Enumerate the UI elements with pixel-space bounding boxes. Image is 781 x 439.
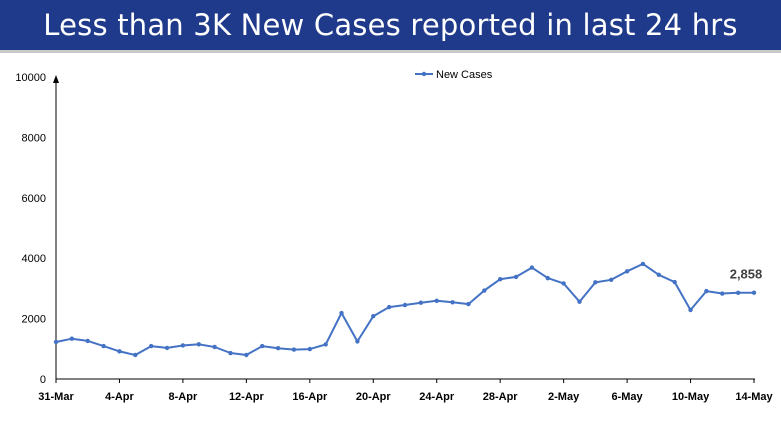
data-point xyxy=(180,343,186,348)
data-point xyxy=(117,349,122,354)
data-point xyxy=(244,352,249,358)
x-tick-label: 16-Apr xyxy=(292,391,328,403)
data-point xyxy=(688,307,693,313)
line-chart: 0 2000 4000 6000 8000 10000 31-Mar 4-Apr 8-Apr 1… xyxy=(15,69,774,403)
legend: New Cases xyxy=(415,69,493,81)
x-tick-label: 2-May xyxy=(548,391,580,403)
data-point xyxy=(450,300,455,305)
data-point xyxy=(735,290,741,295)
data-point xyxy=(371,313,376,319)
data-point xyxy=(640,261,646,267)
data-point xyxy=(323,342,328,347)
series-new-cases xyxy=(53,261,757,358)
data-point xyxy=(624,269,630,274)
data-point xyxy=(133,352,138,358)
y-tick-label: 10000 xyxy=(15,72,46,84)
y-tick-label: 2000 xyxy=(22,314,46,326)
y-axis-arrow xyxy=(53,75,59,83)
x-tick-label: 4-Apr xyxy=(105,391,134,403)
data-point xyxy=(307,346,313,352)
data-point xyxy=(164,345,170,351)
x-tick-label: 31-Mar xyxy=(38,391,74,403)
data-point xyxy=(355,339,360,344)
data-point xyxy=(482,288,487,293)
data-point xyxy=(85,338,90,344)
data-point xyxy=(466,301,471,307)
y-axis: 0 2000 4000 6000 8000 10000 xyxy=(15,72,59,386)
data-point xyxy=(751,290,757,295)
x-axis: 31-Mar 4-Apr 8-Apr 12-Apr 16-Apr 20-Apr 24-Apr… xyxy=(38,378,774,403)
data-point xyxy=(291,347,297,352)
y-tick-label: 4000 xyxy=(22,253,46,265)
annotations: 2,858 xyxy=(730,267,763,282)
data-point xyxy=(53,339,59,345)
data-point xyxy=(418,300,424,305)
data-point xyxy=(386,304,392,310)
data-point xyxy=(672,279,677,285)
data-point xyxy=(275,345,281,351)
data-point xyxy=(434,298,439,303)
series-line xyxy=(55,262,755,356)
x-tick-label: 8-Apr xyxy=(169,391,198,403)
data-point xyxy=(529,265,535,270)
x-tick-label: 6-May xyxy=(611,391,643,403)
data-point xyxy=(593,280,598,285)
data-point xyxy=(609,277,614,282)
legend-swatch-marker xyxy=(421,71,427,77)
data-point xyxy=(720,291,725,296)
title-banner: Less than 3K New Cases reported in last … xyxy=(0,0,781,53)
data-point xyxy=(656,272,662,278)
data-point xyxy=(513,274,519,280)
data-point xyxy=(339,310,344,316)
data-point xyxy=(497,276,503,282)
x-tick-label: 24-Apr xyxy=(419,391,455,403)
x-tick-label: 20-Apr xyxy=(356,391,392,403)
y-tick-label: 8000 xyxy=(22,132,46,144)
data-point xyxy=(228,350,233,356)
y-tick-label: 6000 xyxy=(22,193,46,205)
data-point xyxy=(577,299,582,304)
x-tick-label: 28-Apr xyxy=(483,391,519,403)
data-point xyxy=(561,281,566,286)
y-tick-label: 0 xyxy=(40,374,46,386)
data-point xyxy=(260,343,265,349)
data-point xyxy=(148,343,154,349)
data-point xyxy=(196,342,201,347)
data-label: 2,858 xyxy=(730,267,763,282)
data-point xyxy=(101,343,106,349)
legend-label: New Cases xyxy=(436,69,493,81)
data-point xyxy=(704,288,709,294)
data-point xyxy=(402,302,408,308)
banner-title: Less than 3K New Cases reported in last … xyxy=(43,8,738,42)
x-tick-label: 10-May xyxy=(672,391,710,403)
x-tick-label: 14-May xyxy=(735,391,773,403)
data-point xyxy=(69,336,75,341)
x-tick-label: 12-Apr xyxy=(229,391,265,403)
data-point xyxy=(545,275,550,281)
data-point xyxy=(212,344,217,350)
